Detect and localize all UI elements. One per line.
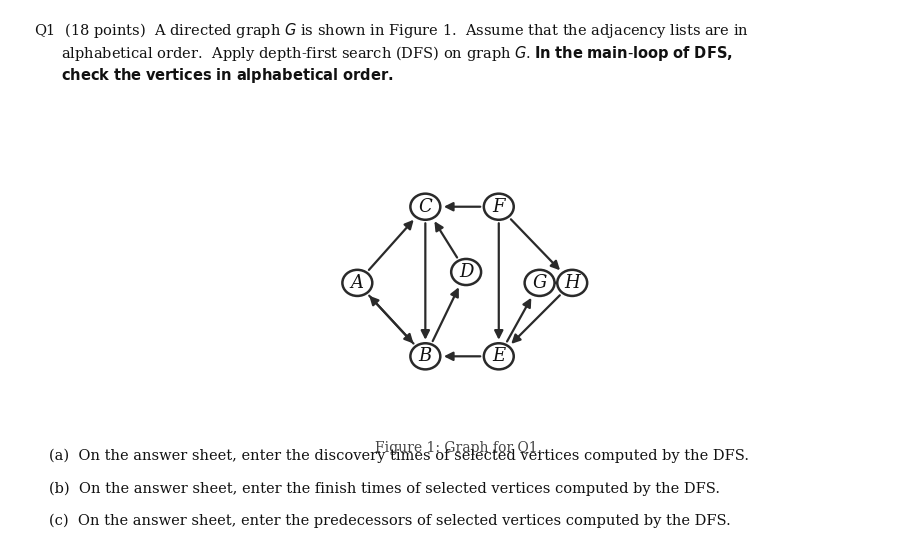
Text: D: D — [459, 263, 473, 281]
Text: G: G — [533, 274, 547, 292]
Text: Figure 1: Graph for Q1.: Figure 1: Graph for Q1. — [374, 441, 541, 455]
Text: $\mathbf{In\ the\ main\text{-}loop\ of\ DFS,}$: $\mathbf{In\ the\ main\text{-}loop\ of\ … — [534, 44, 733, 63]
Ellipse shape — [410, 343, 440, 369]
Text: F: F — [492, 197, 505, 216]
Ellipse shape — [451, 259, 481, 285]
Ellipse shape — [484, 194, 514, 220]
Text: $\mathbf{check\ the\ vertices\ in\ alphabetical\ order.}$: $\mathbf{check\ the\ vertices\ in\ alpha… — [61, 66, 393, 85]
Text: (a)  On the answer sheet, enter the discovery times of selected vertices compute: (a) On the answer sheet, enter the disco… — [49, 449, 750, 463]
Text: Q1  (18 points)  A directed graph $G$ is shown in Figure 1.  Assume that the adj: Q1 (18 points) A directed graph $G$ is s… — [34, 21, 749, 40]
Text: E: E — [492, 347, 506, 366]
Text: (b)  On the answer sheet, enter the finish times of selected vertices computed b: (b) On the answer sheet, enter the finis… — [49, 481, 720, 496]
Text: alphabetical order.  Apply depth-first search (DFS) on graph $G$.: alphabetical order. Apply depth-first se… — [61, 44, 537, 63]
Ellipse shape — [342, 270, 373, 296]
Ellipse shape — [524, 270, 555, 296]
Text: (c)  On the answer sheet, enter the predecessors of selected vertices computed b: (c) On the answer sheet, enter the prede… — [49, 514, 731, 528]
Text: B: B — [418, 347, 432, 366]
Text: C: C — [418, 197, 432, 216]
Ellipse shape — [410, 194, 440, 220]
Text: A: A — [351, 274, 364, 292]
Ellipse shape — [558, 270, 587, 296]
Ellipse shape — [484, 343, 514, 369]
Text: H: H — [564, 274, 580, 292]
